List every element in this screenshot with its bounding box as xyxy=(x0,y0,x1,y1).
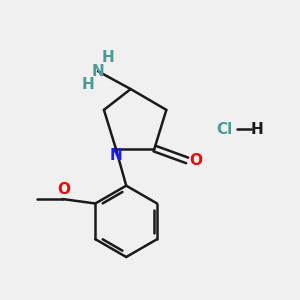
Text: O: O xyxy=(58,182,70,197)
Text: N: N xyxy=(92,64,104,79)
Text: N: N xyxy=(110,148,122,164)
Text: H: H xyxy=(250,122,263,137)
Text: H: H xyxy=(102,50,115,65)
Text: H: H xyxy=(81,77,94,92)
Text: Cl: Cl xyxy=(216,122,232,137)
Text: O: O xyxy=(190,153,202,168)
